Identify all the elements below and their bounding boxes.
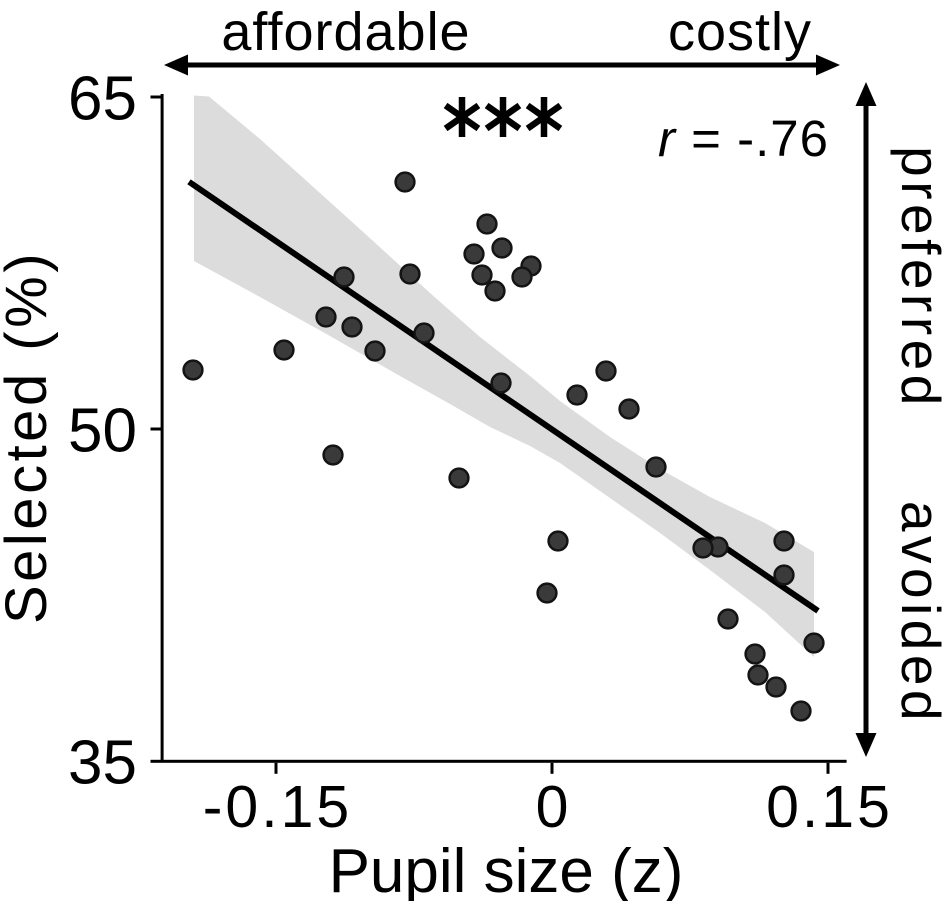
svg-text:0.15: 0.15 [766, 774, 893, 840]
svg-text:Pupil size (z): Pupil size (z) [329, 837, 684, 901]
svg-text:preferred: preferred [890, 146, 944, 410]
svg-text:-0.15: -0.15 [203, 774, 352, 840]
svg-text:Selected (%): Selected (%) [0, 250, 59, 624]
svg-text:50: 50 [68, 397, 137, 466]
svg-text:65: 65 [68, 65, 137, 134]
svg-text:r = -.76: r = -.76 [658, 110, 829, 167]
svg-text:costly: costly [668, 2, 812, 62]
svg-text:affordable: affordable [221, 2, 470, 62]
svg-text:35: 35 [68, 729, 137, 798]
svg-text:avoided: avoided [890, 501, 944, 725]
svg-text:0: 0 [536, 774, 572, 840]
